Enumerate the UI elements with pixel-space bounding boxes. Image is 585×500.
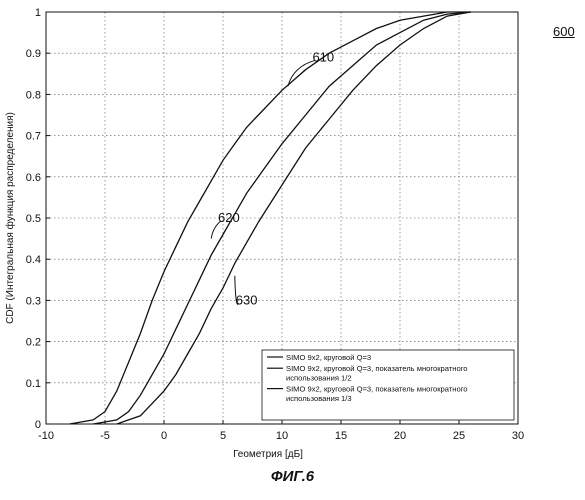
x-tick-label: -5 xyxy=(100,430,110,442)
x-tick-label: 25 xyxy=(453,430,465,442)
y-tick-label: 0.2 xyxy=(26,337,41,349)
x-tick-label: 5 xyxy=(220,430,226,442)
annotation-620: 620 xyxy=(218,210,240,225)
y-tick-label: 0.4 xyxy=(26,254,41,266)
x-tick-label: 30 xyxy=(512,430,524,442)
figure-number: 600 xyxy=(553,24,575,39)
x-tick-label: 15 xyxy=(335,430,347,442)
y-tick-label: 0.3 xyxy=(26,295,41,307)
y-tick-label: 0.1 xyxy=(26,378,41,390)
x-tick-label: 0 xyxy=(161,430,167,442)
x-tick-label: 10 xyxy=(276,430,288,442)
y-tick-label: 0.6 xyxy=(26,172,41,184)
x-tick-label: -10 xyxy=(38,430,54,442)
figure-caption: ФИГ.6 xyxy=(0,468,585,485)
legend-entry-1: SIMO 9x2, круговой Q=3 xyxy=(286,353,371,362)
y-tick-label: 0.9 xyxy=(26,48,41,60)
y-tick-label: 0.8 xyxy=(26,89,41,101)
x-tick-label: 20 xyxy=(394,430,406,442)
y-tick-label: 1 xyxy=(35,7,41,19)
cdf-line-chart: -10 -5 0 5 10 15 20 25 30 0 0.1 0.2 0.3 0.4 0.5 0.6 0.7 0… xyxy=(0,0,585,460)
annotation-610: 610 xyxy=(312,49,334,64)
y-tick-label: 0 xyxy=(35,419,41,431)
y-tick-label: 0.7 xyxy=(26,131,41,143)
x-axis-label: Геометрия [дБ] xyxy=(233,449,303,460)
y-tick-label: 0.5 xyxy=(26,213,41,225)
y-axis-label: CDF (Интегральная функция распределения) xyxy=(4,112,16,324)
annotation-630: 630 xyxy=(236,292,258,307)
